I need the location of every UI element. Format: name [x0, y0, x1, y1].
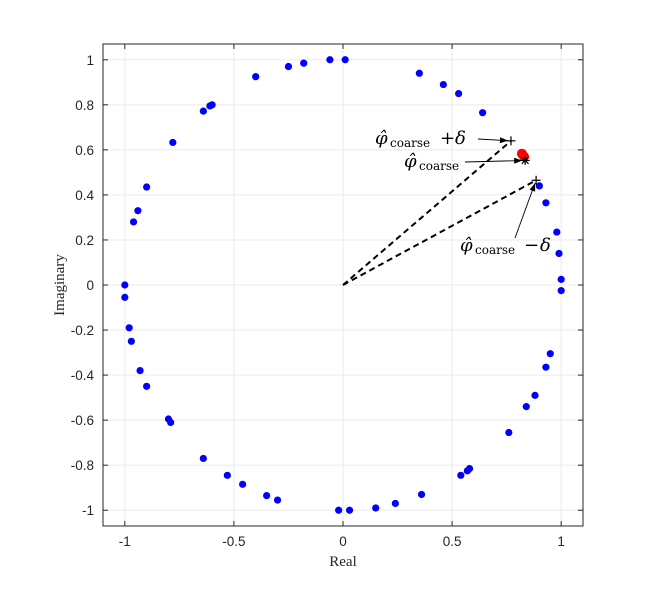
data-point — [284, 62, 293, 71]
y-tick-label: 0.2 — [75, 233, 94, 248]
markers — [506, 136, 541, 185]
y-tick-label: -1 — [82, 503, 94, 518]
dashed-line — [342, 179, 537, 286]
y-tick-label: 0.6 — [75, 143, 94, 158]
data-point — [335, 506, 343, 514]
data-point — [199, 107, 207, 115]
data-point — [345, 506, 354, 514]
data-point — [465, 464, 474, 473]
y-tick-label: 0.4 — [75, 188, 94, 203]
data-point — [143, 382, 151, 390]
data-point — [531, 391, 539, 399]
x-tick-label: 0.5 — [443, 534, 462, 549]
data-point — [239, 480, 247, 488]
arrow-shaft — [514, 182, 536, 239]
y-axis-label: Imaginary — [52, 254, 68, 316]
data-point — [542, 363, 550, 371]
data-point — [457, 471, 465, 479]
data-point — [129, 218, 138, 226]
data-point — [535, 182, 543, 190]
data-point — [479, 109, 487, 117]
dashed-line — [342, 140, 512, 286]
data-point — [372, 504, 380, 512]
data-point — [169, 138, 177, 147]
svg-text:φ̂: φ̂ — [404, 151, 417, 172]
y-tick-label: 0.8 — [75, 98, 94, 113]
svg-text:δ: δ — [455, 128, 466, 149]
data-point — [522, 403, 530, 411]
tick-labels: -1 -0.5 0 0.5 1 1 0.8 0.6 0.4 0.2 0 -0.2 -0.4 -0.6 -0.… — [71, 53, 565, 549]
svg-text:φ̂: φ̂ — [460, 235, 473, 256]
arrow-head — [529, 183, 536, 192]
data-point — [167, 418, 175, 426]
data-point — [121, 293, 129, 301]
data-point — [542, 199, 550, 207]
data-point — [136, 366, 144, 375]
svg-text:coarse: coarse — [475, 243, 515, 257]
data-point — [125, 324, 133, 332]
y-tick-label: -0.8 — [71, 458, 94, 473]
dashed-lines — [342, 140, 537, 286]
ticks — [103, 44, 583, 526]
data-point — [557, 275, 565, 283]
data-points — [121, 56, 565, 514]
annotation-arrows — [464, 137, 536, 239]
svg-text:+: + — [440, 128, 455, 149]
data-point — [206, 102, 214, 110]
data-point — [439, 80, 447, 89]
data-point — [199, 454, 207, 463]
annotation-center: φ̂ coarse — [404, 151, 459, 173]
x-axis-label: Real — [329, 554, 357, 570]
plus-marker — [531, 175, 541, 185]
y-tick-label: -0.2 — [71, 323, 94, 338]
annotation-plus-delta: φ̂ coarse + δ — [375, 128, 466, 150]
data-point — [127, 337, 135, 345]
data-point — [326, 56, 334, 64]
y-tick-label: 0 — [86, 278, 94, 293]
y-tick-label: 1 — [86, 53, 94, 68]
y-tick-label: -0.6 — [71, 413, 94, 428]
data-point — [121, 281, 129, 289]
data-point — [273, 496, 282, 504]
marker-stroke — [521, 156, 529, 165]
data-point — [341, 56, 349, 64]
plus-marker — [506, 136, 516, 146]
svg-text:δ: δ — [540, 235, 551, 256]
data-point — [300, 59, 308, 67]
annotation-arrow — [477, 137, 509, 144]
svg-text:φ̂: φ̂ — [375, 128, 388, 149]
star-marker — [520, 155, 530, 165]
x-tick-label: 0 — [339, 534, 347, 549]
data-point — [417, 490, 426, 499]
x-tick-label: -0.5 — [222, 534, 245, 549]
arrow-head — [514, 157, 523, 164]
svg-text:−: − — [524, 235, 539, 256]
svg-text:coarse: coarse — [419, 159, 459, 173]
data-point — [553, 228, 561, 236]
annotation-arrow — [514, 182, 536, 239]
data-point — [252, 73, 260, 81]
data-point — [223, 471, 231, 479]
data-point — [555, 249, 563, 258]
data-point — [391, 499, 399, 508]
data-point — [557, 287, 565, 295]
svg-text:coarse: coarse — [390, 136, 430, 150]
data-point — [134, 207, 142, 215]
data-point — [455, 89, 463, 98]
data-point — [546, 350, 554, 358]
data-point — [505, 428, 513, 437]
data-point — [143, 183, 151, 191]
x-tick-label: 1 — [557, 534, 565, 549]
annotation-minus-delta: φ̂ coarse − δ — [460, 235, 551, 257]
data-point — [415, 69, 423, 77]
data-point — [263, 491, 271, 500]
x-tick-label: -1 — [119, 534, 131, 549]
arrow-shaft — [464, 160, 523, 163]
y-tick-label: -0.4 — [71, 368, 95, 383]
annotation-arrow — [464, 157, 523, 164]
arrow-head — [499, 137, 509, 144]
